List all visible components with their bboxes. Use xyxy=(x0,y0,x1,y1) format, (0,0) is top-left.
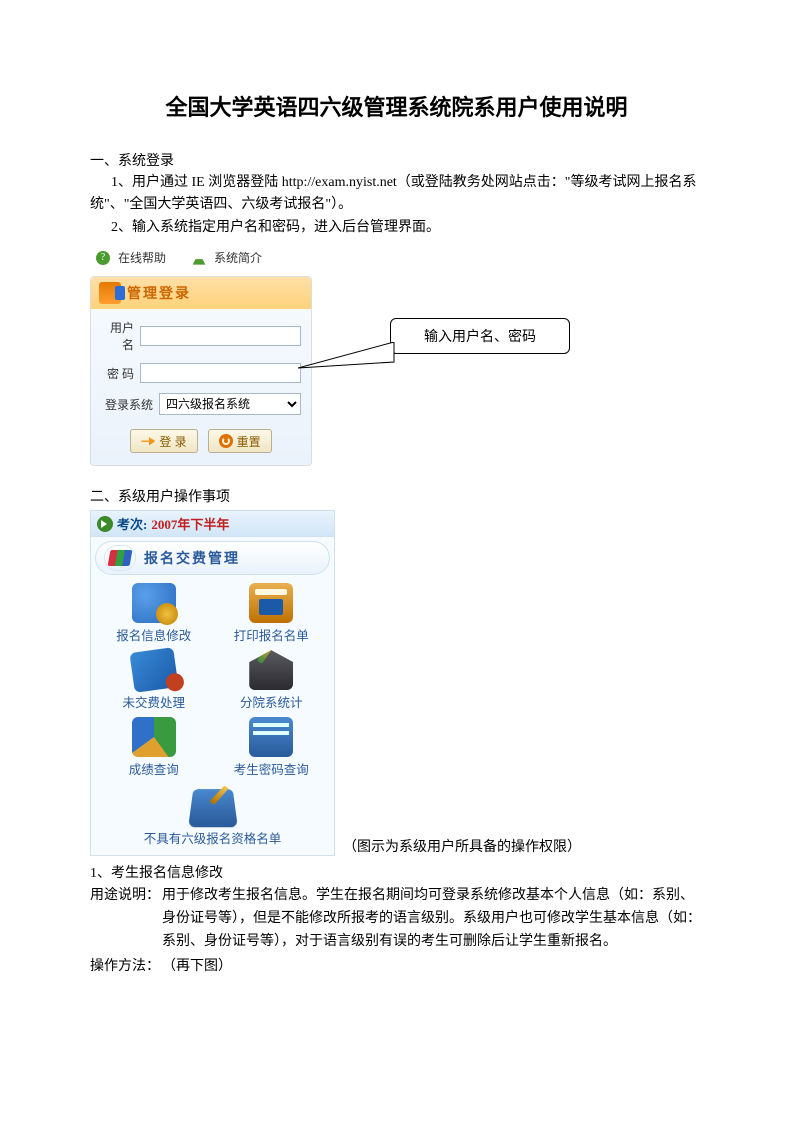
panel-caption: （图示为系级用户所具备的操作权限） xyxy=(343,836,581,856)
system-about-link[interactable]: 系统简介 xyxy=(214,249,262,266)
menu-item-edit-registration[interactable]: 报名信息修改 xyxy=(95,583,213,644)
username-label: 用户名 xyxy=(101,319,134,353)
exam-tab-label: 报名交费管理 xyxy=(144,548,240,568)
login-button-label: 登 录 xyxy=(159,433,186,450)
reset-button-label: 重置 xyxy=(237,433,261,450)
section1-heading: 一、系统登录 xyxy=(90,150,703,170)
exam-tab[interactable]: 报名交费管理 xyxy=(95,541,330,575)
method-label: 操作方法： xyxy=(90,955,162,978)
login-header: 管理登录 xyxy=(91,277,311,309)
person-icon xyxy=(192,251,206,265)
section2-heading: 二、系级用户操作事项 xyxy=(90,486,703,506)
write-icon xyxy=(249,650,293,690)
exam-panel: 考次: 2007年下半年 报名交费管理 报名信息修改 打印报名名单 未交费处理 xyxy=(90,510,335,856)
menu-label-0: 报名信息修改 xyxy=(116,625,191,644)
help-icon: ? xyxy=(96,251,110,265)
menu-item-print-list[interactable]: 打印报名名单 xyxy=(213,583,331,644)
method-body: （再下图） xyxy=(162,955,703,978)
login-button[interactable]: 登 录 xyxy=(130,429,197,453)
section1-p1: 1、用户通过 IE 浏览器登陆 http://exam.nyist.net（或登… xyxy=(90,172,703,217)
callout-tail xyxy=(298,342,398,392)
exam-label: 考次: xyxy=(117,514,147,533)
system-select[interactable]: 四六级报名系统 xyxy=(159,393,301,415)
menu-item-dept-stats[interactable]: 分院系统计 xyxy=(213,650,331,711)
page-title: 全国大学英语四六级管理系统院系用户使用说明 xyxy=(90,90,703,122)
exam-value: 2007年下半年 xyxy=(151,514,229,533)
menu-label-1: 打印报名名单 xyxy=(234,625,309,644)
piechart-icon xyxy=(132,717,176,757)
book-pen-icon xyxy=(188,789,238,827)
menu-label-6: 不具有六级报名资格名单 xyxy=(144,828,282,847)
menu-item-score-query[interactable]: 成绩查询 xyxy=(95,717,213,778)
box-icon xyxy=(129,647,178,693)
callout-bubble: 输入用户名、密码 xyxy=(390,318,570,354)
reset-button[interactable]: 重置 xyxy=(208,429,272,453)
section1-p2: 2、输入系统指定用户名和密码，进入后台管理界面。 xyxy=(90,217,703,239)
menu-label-3: 分院系统计 xyxy=(240,692,303,711)
print-icon xyxy=(249,583,293,623)
menu-item-password-query[interactable]: 考生密码查询 xyxy=(213,717,331,778)
sub1-heading: 1、考生报名信息修改 xyxy=(90,862,703,882)
menu-label-2: 未交费处理 xyxy=(122,692,185,711)
menu-item-unpaid[interactable]: 未交费处理 xyxy=(95,650,213,711)
reset-icon xyxy=(219,434,233,448)
system-label: 登录系统 xyxy=(101,396,153,413)
books-icon xyxy=(108,550,133,566)
exam-top-bar: 考次: 2007年下半年 xyxy=(91,511,334,537)
arrow-icon xyxy=(97,516,113,532)
online-help-link[interactable]: 在线帮助 xyxy=(118,249,166,266)
password-input[interactable] xyxy=(140,363,301,383)
login-header-text: 管理登录 xyxy=(127,283,191,303)
menu-item-no-cet6-qualification[interactable]: 不具有六级报名资格名单 xyxy=(95,786,330,847)
helper-bar: ? 在线帮助 系统简介 xyxy=(90,245,703,270)
menu-label-5: 考生密码查询 xyxy=(234,759,309,778)
key-icon xyxy=(141,434,155,448)
menu-label-4: 成绩查询 xyxy=(129,759,179,778)
tab-icon-wrap xyxy=(104,545,136,571)
username-input[interactable] xyxy=(140,326,301,346)
books2-icon xyxy=(249,717,293,757)
usage-label: 用途说明： xyxy=(90,884,162,953)
usage-body: 用于修改考生报名信息。学生在报名期间均可登录系统修改基本个人信息（如：系别、身份… xyxy=(162,884,703,953)
login-header-icon xyxy=(99,282,121,304)
people-icon xyxy=(132,583,176,623)
password-label: 密 码 xyxy=(101,365,134,382)
login-panel: 管理登录 用户名 密 码 登录系统 四六级报名系统 登 录 重置 xyxy=(90,276,312,466)
